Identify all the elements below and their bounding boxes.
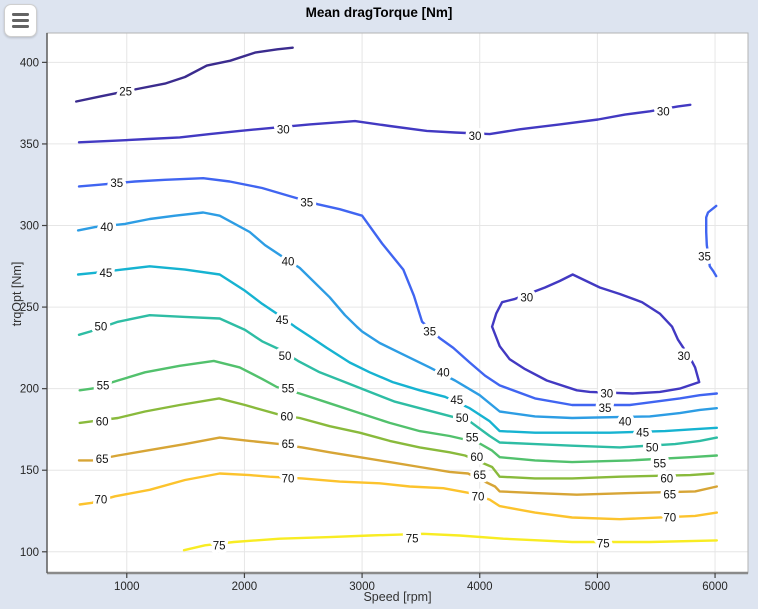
y-tick-label-200: 200: [20, 384, 39, 396]
contour-label-45: 45: [276, 315, 289, 327]
x-tick-label-2000: 2000: [232, 581, 258, 593]
contour-label-35: 35: [599, 403, 612, 415]
contour-level-30: [77, 103, 701, 395]
contour-label-55: 55: [653, 459, 666, 471]
contour-label-70: 70: [472, 491, 485, 503]
contour-label-70: 70: [663, 513, 676, 525]
y-tick-label-100: 100: [20, 547, 39, 559]
contour-line-60: [78, 397, 715, 480]
contour-label-30: 30: [657, 106, 670, 118]
contour-line-70: [78, 472, 718, 521]
contour-line-25: [74, 46, 294, 103]
y-tick-label-250: 250: [20, 302, 39, 314]
y-tick-label-350: 350: [20, 139, 39, 151]
x-tick-label-4000: 4000: [467, 581, 493, 593]
contour-line-35: [705, 204, 718, 278]
contour-label-30: 30: [600, 389, 613, 401]
contour-label-30: 30: [277, 124, 290, 136]
contour-level-25: [74, 46, 294, 103]
contour-label-55: 55: [97, 380, 110, 392]
contour-level-40: [76, 211, 718, 420]
contour-label-45: 45: [636, 428, 649, 440]
hamburger-bar: [12, 25, 29, 28]
hamburger-icon: [12, 13, 29, 28]
contour-label-40: 40: [437, 367, 450, 379]
contour-label-45: 45: [450, 395, 463, 407]
contour-label-25: 25: [119, 87, 132, 99]
hamburger-bar: [12, 19, 29, 22]
contour-level-45: [76, 265, 718, 434]
contour-level-50: [77, 314, 718, 449]
contour-label-55: 55: [466, 433, 479, 445]
contour-label-40: 40: [282, 256, 295, 268]
contour-label-30: 30: [469, 131, 482, 143]
contour-line-55: [78, 359, 718, 464]
x-tick-label-3000: 3000: [349, 581, 375, 593]
contour-label-40: 40: [100, 222, 113, 234]
contour-label-50: 50: [279, 351, 292, 363]
contour-label-50: 50: [646, 442, 659, 454]
contour-label-35: 35: [300, 198, 313, 210]
x-axis-label: Speed [rpm]: [363, 590, 432, 604]
contour-label-40: 40: [619, 416, 632, 428]
contour-label-35: 35: [423, 327, 436, 339]
contour-level-55: [78, 359, 718, 464]
plot-area[interactable]: [47, 33, 748, 573]
contour-level-70: [78, 472, 718, 521]
contour-level-65: [77, 436, 718, 496]
contour-line-45: [76, 265, 718, 434]
y-tick-label-300: 300: [20, 221, 39, 233]
contour-label-60: 60: [660, 473, 673, 485]
contour-label-55: 55: [282, 384, 295, 396]
contour-label-50: 50: [95, 322, 108, 334]
contour-label-65: 65: [473, 470, 486, 482]
contour-label-70: 70: [95, 495, 108, 507]
contour-label-65: 65: [663, 490, 676, 502]
contour-line-30: [77, 103, 692, 144]
contour-line-40: [76, 211, 718, 420]
contour-label-75: 75: [406, 534, 419, 546]
hamburger-bar: [12, 13, 29, 16]
contour-label-60: 60: [96, 416, 109, 428]
contour-line-75: [182, 532, 718, 552]
contour-line-65: [77, 436, 718, 496]
contour-level-75: [182, 532, 718, 552]
contour-label-50: 50: [456, 413, 469, 425]
y-axis-label: trqOpt [Nm]: [10, 261, 24, 327]
contour-line-30: [490, 273, 701, 395]
contour-label-30: 30: [678, 351, 691, 363]
grid-lines: [47, 33, 748, 573]
contour-label-45: 45: [100, 268, 113, 280]
contour-level-35: [77, 176, 718, 407]
x-tick-label-5000: 5000: [585, 581, 611, 593]
contour-label-65: 65: [282, 439, 295, 451]
contour-label-70: 70: [282, 473, 295, 485]
contour-line-50: [77, 314, 718, 449]
x-tick-label-1000: 1000: [114, 581, 140, 593]
contour-line-35: [77, 176, 718, 407]
contour-label-60: 60: [280, 411, 293, 423]
contour-level-60: [78, 397, 715, 480]
contour-label-35: 35: [110, 178, 123, 190]
chart-title: Mean dragTorque [Nm]: [305, 5, 453, 20]
contour-label-65: 65: [96, 454, 109, 466]
contour-label-60: 60: [470, 452, 483, 464]
contour-label-30: 30: [520, 292, 533, 304]
menu-button[interactable]: [4, 4, 37, 37]
y-tick-label-400: 400: [20, 57, 39, 69]
contour-label-35: 35: [698, 252, 711, 264]
x-tick-label-6000: 6000: [702, 581, 728, 593]
y-tick-label-150: 150: [20, 465, 39, 477]
contour-label-75: 75: [213, 540, 226, 552]
contour-label-75: 75: [597, 539, 610, 551]
